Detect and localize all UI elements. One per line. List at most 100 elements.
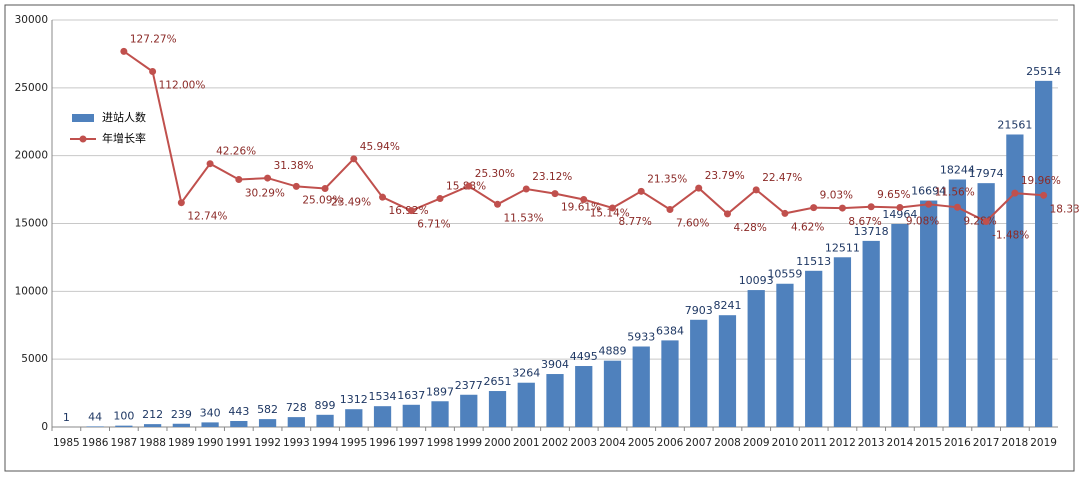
- line-label: 4.28%: [733, 222, 766, 234]
- x-tick-label: 2005: [628, 437, 655, 449]
- x-tick-label: 1997: [398, 437, 425, 449]
- line-point: [235, 176, 242, 183]
- line-point: [494, 201, 501, 208]
- bar-label: 239: [171, 408, 192, 421]
- bar-label: 1897: [426, 385, 454, 398]
- line-label: 31.38%: [274, 160, 314, 172]
- line-point: [781, 210, 788, 217]
- line-point: [264, 175, 271, 182]
- bar: [834, 257, 851, 427]
- x-tick-label: 2017: [973, 437, 1000, 449]
- x-tick-label: 2002: [542, 437, 569, 449]
- bar: [173, 424, 190, 427]
- line-point: [465, 183, 472, 190]
- bar: [719, 315, 736, 427]
- bar: [489, 391, 506, 427]
- y-tick-label: 15000: [15, 218, 48, 230]
- legend-label: 年增长率: [102, 131, 146, 145]
- line-label: 11.53%: [504, 212, 544, 224]
- line-label: 18.33%: [1050, 203, 1080, 215]
- x-tick-label: 2012: [829, 437, 856, 449]
- x-tick-label: 1999: [455, 437, 482, 449]
- bar-label: 1312: [340, 393, 368, 406]
- bar-label: 6384: [656, 324, 684, 337]
- line-point: [580, 196, 587, 203]
- bar: [374, 406, 391, 427]
- line-point: [609, 204, 616, 211]
- bar: [546, 374, 563, 427]
- bar-label: 7903: [685, 304, 713, 317]
- line-point: [695, 185, 702, 192]
- line-label: 25.30%: [475, 168, 515, 180]
- line-point: [724, 210, 731, 217]
- bar: [288, 417, 305, 427]
- line-point: [322, 185, 329, 192]
- x-tick-label: 1987: [110, 437, 137, 449]
- bar-label: 12511: [825, 241, 860, 254]
- line-point: [925, 201, 932, 208]
- bar: [460, 395, 477, 427]
- bar: [604, 361, 621, 427]
- x-tick-label: 2015: [915, 437, 942, 449]
- line-point: [149, 68, 156, 75]
- y-tick-label: 25000: [15, 82, 48, 94]
- line-point: [1040, 192, 1047, 199]
- line-label: 21.35%: [647, 173, 687, 185]
- x-tick-label: 1991: [225, 437, 252, 449]
- line-point: [207, 160, 214, 167]
- bar: [633, 347, 650, 427]
- bar-label: 3904: [541, 358, 569, 371]
- legend-swatch: [72, 114, 94, 122]
- line-label: 127.27%: [130, 33, 177, 45]
- line-point: [523, 185, 530, 192]
- bar: [575, 366, 592, 427]
- bar-label: 44: [88, 410, 102, 423]
- bar: [920, 201, 937, 427]
- line-point: [753, 186, 760, 193]
- line-label: 112.00%: [159, 80, 206, 92]
- line-label: 7.60%: [676, 217, 709, 229]
- x-tick-label: 2007: [685, 437, 712, 449]
- line-point: [868, 203, 875, 210]
- line-label: 6.71%: [417, 219, 450, 231]
- line-label: 42.26%: [216, 146, 256, 158]
- bar: [891, 224, 908, 427]
- line-label: 9.28%: [963, 215, 996, 227]
- bar: [115, 426, 132, 427]
- line-label: 11.56%: [935, 186, 975, 198]
- bar-label: 340: [200, 406, 221, 419]
- legend-swatch: [80, 136, 87, 143]
- line-point: [896, 204, 903, 211]
- legend: 进站人数 年增长率: [70, 110, 146, 145]
- bar-label: 17974: [969, 167, 1004, 180]
- bar-label: 212: [142, 408, 163, 421]
- line-label: 9.65%: [877, 189, 910, 201]
- x-tick-label: 2003: [570, 437, 597, 449]
- bar-label: 5933: [627, 331, 655, 344]
- x-tick-label: 1995: [340, 437, 367, 449]
- line-label: 45.94%: [360, 141, 400, 153]
- bar-label: 3264: [512, 367, 540, 380]
- bar-label: 10559: [767, 268, 802, 281]
- bar-label: 21561: [997, 118, 1032, 131]
- bar-label: 100: [113, 410, 134, 423]
- bar: [805, 271, 822, 427]
- line-point: [552, 190, 559, 197]
- bar: [690, 320, 707, 427]
- x-tick-label: 1996: [369, 437, 396, 449]
- line-label: 30.29%: [245, 188, 285, 200]
- bar: [431, 401, 448, 427]
- bar-label: 1534: [369, 390, 397, 403]
- line-label: 4.62%: [791, 221, 824, 233]
- line-point: [810, 204, 817, 211]
- line-point: [178, 199, 185, 206]
- line-point: [379, 194, 386, 201]
- bar: [661, 340, 678, 427]
- bar: [403, 405, 420, 427]
- bar: [863, 241, 880, 427]
- x-tick-label: 2001: [513, 437, 540, 449]
- bar-label: 2377: [455, 379, 483, 392]
- line-point: [120, 48, 127, 55]
- line-label: 19.96%: [1021, 175, 1061, 187]
